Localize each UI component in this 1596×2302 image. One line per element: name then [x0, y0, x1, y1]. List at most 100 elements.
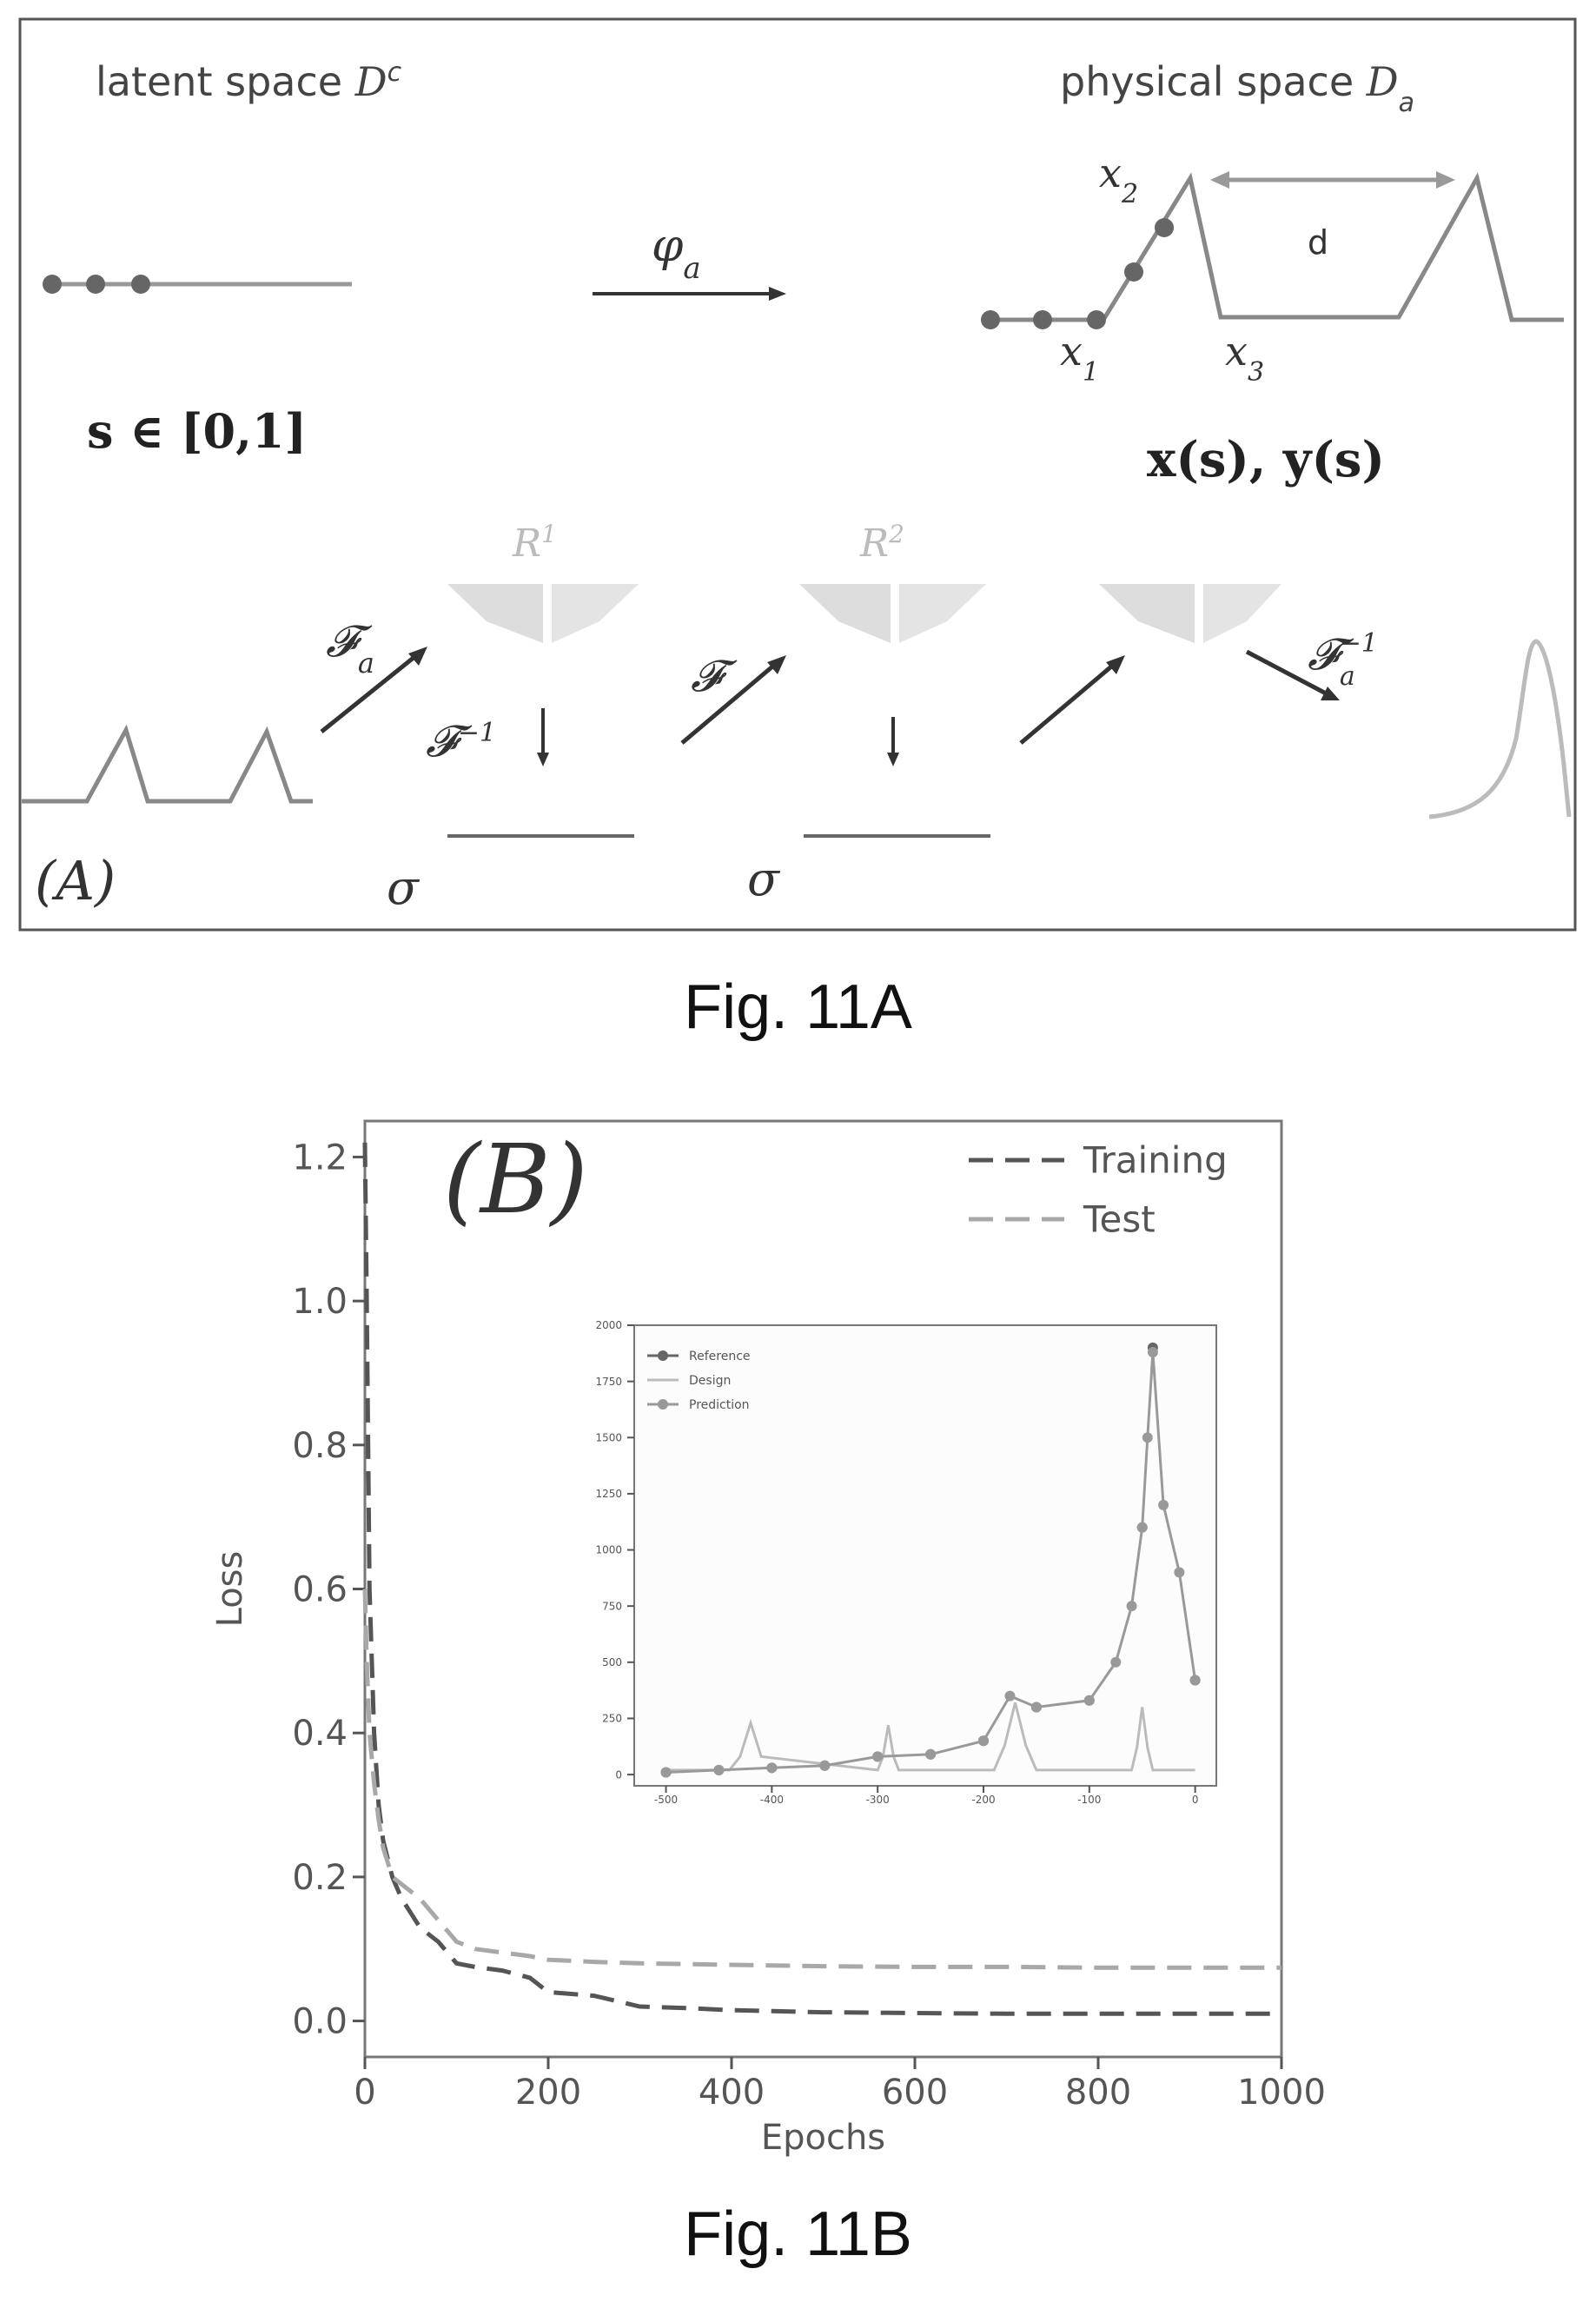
phi-a-label: φa — [652, 220, 701, 286]
third-arrowhead — [1106, 655, 1125, 674]
down-arrowhead-2 — [887, 753, 899, 766]
inset-series-prediction-point — [925, 1748, 937, 1760]
finv-arrowhead — [537, 753, 549, 766]
caption-fig-11a: Fig. 11A — [684, 972, 912, 1042]
main-x-tick-label: 1000 — [1237, 2073, 1326, 2113]
latent-dot — [43, 275, 62, 294]
inset-x-tick-label: -400 — [760, 1794, 784, 1806]
x1-label: x1 — [1060, 328, 1099, 388]
fainv-label: 𝓕a−1 — [1308, 628, 1378, 692]
fa-arrow — [320, 652, 421, 733]
physical-profile — [982, 172, 1564, 322]
inset-legend-marker — [658, 1399, 668, 1410]
main-series-test-line — [362, 1589, 1281, 1970]
latent-space-label: latent space Dc — [96, 57, 402, 106]
inset-legend-marker — [658, 1350, 668, 1361]
inset-series-prediction-point — [1136, 1522, 1148, 1533]
x2-label: x2 — [1099, 149, 1138, 209]
physical-dot — [1087, 310, 1106, 329]
main-x-tick-label: 400 — [699, 2073, 765, 2113]
main-y-tick-label: 1.0 — [292, 1282, 348, 1322]
fainv-arrow — [1245, 649, 1331, 698]
figure-a-diagram: latent space Dc physical space Da φa s ∈… — [18, 17, 1577, 932]
inset-series-prediction-point — [1083, 1695, 1095, 1706]
main-y-tick-label: 0.6 — [292, 1570, 348, 1610]
physical-dot — [981, 310, 1000, 329]
inset-series-prediction-point — [766, 1762, 778, 1774]
main-x-tick-label: 200 — [515, 2073, 581, 2113]
inset-y-tick-label: 500 — [602, 1656, 622, 1668]
physical-dot — [1033, 310, 1052, 329]
main-legend-label: Test — [1083, 1198, 1156, 1241]
inset-series-prediction-point — [1110, 1656, 1122, 1668]
physical-dot — [1124, 262, 1143, 282]
latent-dot — [86, 275, 105, 294]
inset-x-tick-label: -500 — [654, 1794, 678, 1806]
inset-x-tick-label: -300 — [866, 1794, 890, 1806]
inset-y-tick-label: 1750 — [595, 1376, 622, 1388]
panel-b-label: (B) — [443, 1124, 588, 1235]
inset-y-tick-label: 2000 — [595, 1319, 622, 1331]
output-peak — [1428, 639, 1572, 819]
main-y-tick-label: 0.0 — [292, 2002, 348, 2042]
inset-y-tick-label: 1500 — [595, 1431, 622, 1443]
s-domain-label: s ∈ [0,1] — [87, 403, 307, 459]
inset-legend-label: Design — [689, 1374, 731, 1388]
r1-network-icon — [447, 584, 639, 643]
third-arrow — [1019, 660, 1118, 745]
inset-plot: -500 -400 -300 -200 -100 0 0 250 500 750 1000 1250 1… — [595, 1319, 1217, 1806]
d-label: d — [1308, 223, 1328, 262]
inset-y-tick-label: 0 — [615, 1768, 622, 1781]
xy-label: x(s), y(s) — [1147, 431, 1385, 488]
inset-x-tick-label: 0 — [1192, 1794, 1199, 1806]
inset-series-prediction-point — [1142, 1432, 1153, 1443]
physical-dot — [1155, 218, 1174, 237]
r1-label: R1 — [512, 520, 557, 567]
inset-series-prediction-line — [666, 1351, 1197, 1774]
fa-arrowhead — [408, 647, 427, 666]
phi-a-arrowhead — [769, 287, 786, 301]
inset-x-tick-label: -100 — [1077, 1794, 1101, 1806]
inset-series-prediction-point — [1158, 1499, 1169, 1510]
input-signal — [22, 724, 313, 804]
main-legend-label: Training — [1083, 1139, 1228, 1182]
sigma1-label: σ — [387, 860, 421, 915]
main-y-tick-label: 0.8 — [292, 1426, 348, 1466]
d-arrowhead-right — [1436, 171, 1455, 189]
inset-series-design-line — [666, 1702, 1195, 1772]
inset-series-prediction-point — [713, 1764, 725, 1775]
f-arrow — [680, 660, 779, 745]
inset-legend-label: Reference — [689, 1350, 751, 1363]
d-arrowhead-left — [1210, 171, 1229, 189]
main-y-tick-label: 1.2 — [292, 1138, 348, 1178]
latent-dot — [131, 275, 150, 294]
inset-y-tick-label: 1000 — [595, 1544, 622, 1556]
f-arrowhead — [767, 655, 786, 674]
caption-fig-11b: Fig. 11B — [684, 2199, 912, 2269]
main-x-tick-label: 800 — [1065, 2073, 1131, 2113]
r2-network-icon — [799, 584, 986, 643]
inset-series-prediction-point — [819, 1760, 831, 1771]
figure-b-chart: 0 200 400 600 800 1000 0.0 0.2 0.4 0.6 0.8 1.0 1.2 Ep… — [210, 1119, 1326, 2158]
inset-x-tick-label: -200 — [971, 1794, 995, 1806]
main-x-axis-label: Epochs — [761, 2118, 885, 2158]
inset-series-prediction-point — [660, 1767, 672, 1778]
main-y-tick-label: 0.4 — [292, 1714, 348, 1754]
inset-y-tick-label: 250 — [602, 1713, 622, 1725]
inset-legend-label: Prediction — [689, 1398, 750, 1412]
fainv-arrowhead — [1321, 687, 1340, 700]
inset-series-prediction-point — [978, 1735, 989, 1747]
panel-a-label: (A) — [35, 849, 116, 912]
inset-series-prediction-point — [1147, 1347, 1158, 1358]
main-x-tick-label: 0 — [354, 2073, 375, 2113]
x3-label: x3 — [1225, 328, 1264, 388]
sigma2-label: σ — [747, 852, 781, 906]
inset-series-prediction-point — [1189, 1675, 1201, 1686]
inset-series-prediction-point — [1174, 1567, 1185, 1578]
physical-space-label: physical space Da — [1060, 58, 1414, 118]
main-x-tick-label: 600 — [882, 2073, 948, 2113]
main-y-tick-label: 0.2 — [292, 1858, 348, 1898]
inset-series-prediction-point — [1004, 1690, 1016, 1702]
r2-label: R2 — [859, 520, 904, 567]
figure-a-frame — [18, 17, 1577, 932]
